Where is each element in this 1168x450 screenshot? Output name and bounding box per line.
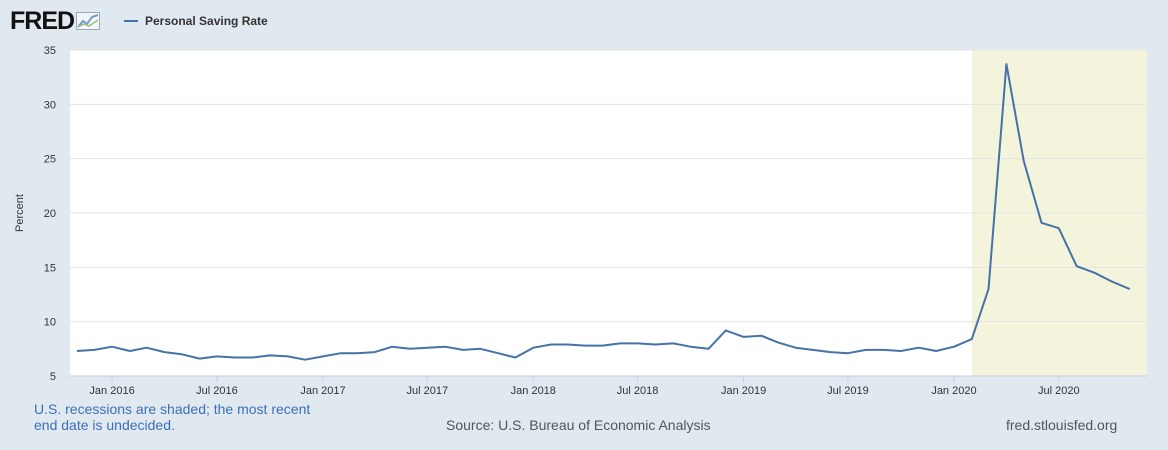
fred-logo[interactable]: FRED: [10, 6, 101, 36]
legend-label: Personal Saving Rate: [145, 14, 268, 28]
y-tick-label: 10: [44, 317, 56, 329]
source-text: Source: U.S. Bureau of Economic Analysis: [446, 417, 711, 433]
x-tick-label: Jan 2019: [721, 385, 766, 397]
x-tick-label: Jul 2018: [617, 385, 659, 397]
y-tick-label: 35: [44, 45, 56, 57]
recession-note-line-2: end date is undecided.: [34, 417, 175, 433]
y-tick-label: 30: [44, 99, 56, 111]
x-tick-label: Jul 2016: [196, 385, 238, 397]
site-link[interactable]: fred.stlouisfed.org: [1006, 417, 1118, 433]
recession-note: U.S. recessions are shaded; the most rec…: [34, 401, 334, 433]
x-tick-label: Jan 2017: [300, 385, 345, 397]
y-tick-label: 15: [44, 262, 56, 274]
y-axis-label: Percent: [14, 194, 26, 232]
logo-text: FRED: [10, 7, 75, 35]
y-tick-label: 5: [50, 371, 56, 383]
chart-legend: Personal Saving Rate: [124, 6, 424, 36]
x-tick-label: Jul 2017: [406, 385, 448, 397]
series-line: [76, 63, 1131, 361]
y-tick-label: 20: [44, 208, 56, 220]
legend-swatch: [124, 20, 138, 22]
recession-note-line-1: U.S. recessions are shaded; the most rec…: [34, 401, 311, 417]
chart-trend-icon: [76, 12, 101, 30]
x-tick-label: Jan 2018: [511, 385, 556, 397]
y-tick-label: 25: [44, 154, 56, 166]
x-tick-label: Jan 2020: [931, 385, 976, 397]
x-tick-label: Jul 2020: [1038, 385, 1080, 397]
x-tick-label: Jul 2019: [827, 385, 869, 397]
x-tick-label: Jan 2016: [89, 385, 134, 397]
